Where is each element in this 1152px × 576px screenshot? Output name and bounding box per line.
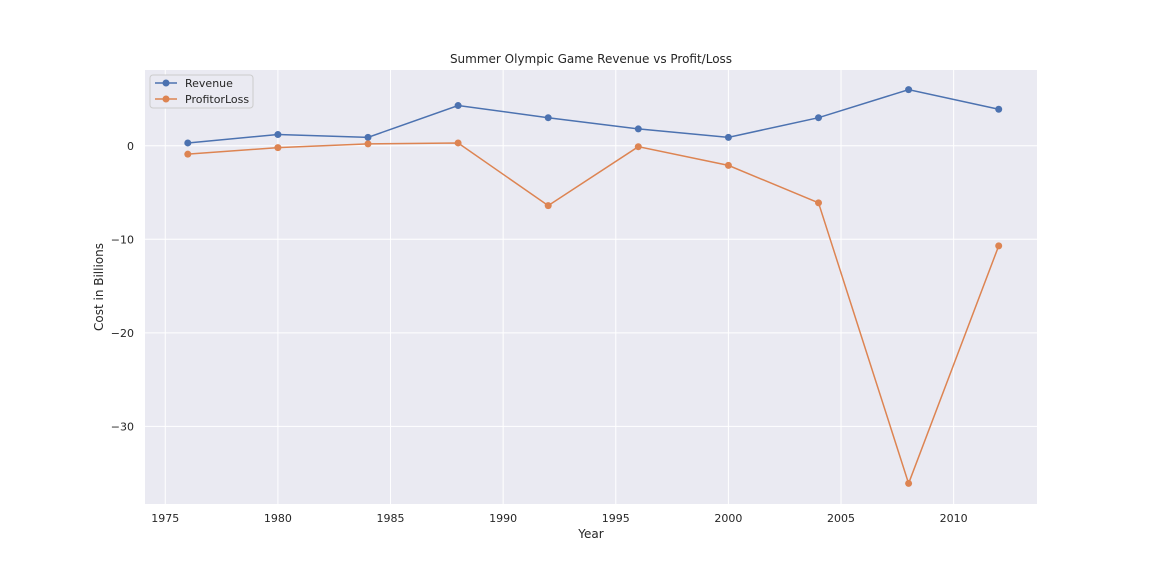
x-tick-label: 1975 <box>151 512 179 525</box>
ticks: 1975 1980 1985 1990 1995 2000 2005 2010 0 −10 −20 −… <box>111 140 968 525</box>
y-tick-label: −10 <box>111 233 134 246</box>
data-point <box>995 242 1003 250</box>
x-tick-label: 1980 <box>264 512 292 525</box>
x-tick-label: 1985 <box>377 512 405 525</box>
data-point <box>454 139 462 147</box>
data-point <box>544 202 552 210</box>
data-point <box>724 133 732 141</box>
x-tick-label: 2010 <box>940 512 968 525</box>
y-tick-label: 0 <box>127 140 134 153</box>
data-point <box>364 133 372 141</box>
data-point <box>364 140 372 148</box>
x-tick-label: 1990 <box>489 512 517 525</box>
data-point <box>905 479 913 487</box>
data-point <box>995 105 1003 113</box>
data-point <box>544 114 552 122</box>
legend-label: ProfitorLoss <box>185 93 249 106</box>
data-point <box>634 125 642 133</box>
series-line <box>187 88 999 144</box>
data-point <box>274 131 282 139</box>
legend-marker <box>162 95 170 103</box>
data-point <box>184 139 192 147</box>
data-point <box>454 102 462 110</box>
data-point <box>905 86 913 94</box>
legend-label: Revenue <box>185 77 233 90</box>
legend-marker <box>162 79 170 87</box>
x-tick-label: 1995 <box>602 512 630 525</box>
y-tick-label: −30 <box>111 420 134 433</box>
data-point <box>634 143 642 151</box>
chart-title: Summer Olympic Game Revenue vs Profit/Lo… <box>450 52 732 66</box>
series-profitorloss <box>184 139 1003 487</box>
x-tick-label: 2005 <box>827 512 855 525</box>
x-axis-label: Year <box>577 527 603 541</box>
x-tick-label: 2000 <box>714 512 742 525</box>
data-point <box>184 150 192 158</box>
grid <box>145 70 1037 504</box>
data-point <box>815 199 823 207</box>
series-revenue <box>184 86 1003 147</box>
data-point <box>815 114 823 122</box>
data-point <box>274 144 282 152</box>
plot-background <box>145 70 1037 504</box>
data-point <box>724 161 732 169</box>
legend: Revenue ProfitorLoss <box>149 74 254 109</box>
series-layer <box>184 86 1003 487</box>
y-axis-label: Cost in Billions <box>92 243 106 331</box>
y-tick-label: −20 <box>111 327 134 340</box>
series-line <box>187 142 1000 486</box>
